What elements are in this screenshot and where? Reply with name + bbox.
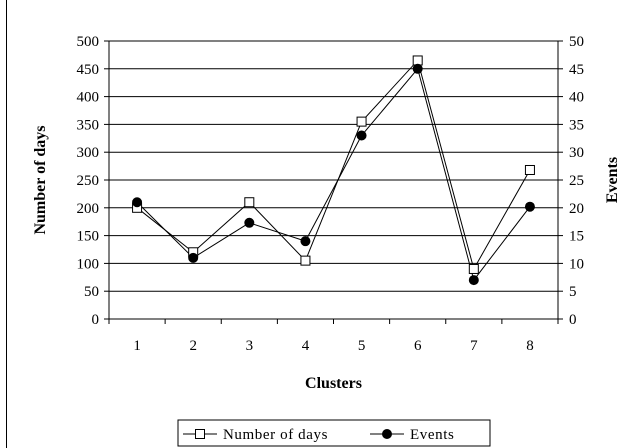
legend-box	[177, 419, 491, 447]
y-right-tick-label: 50	[569, 34, 584, 50]
y-right-tick-label: 10	[569, 256, 584, 272]
legend: Number of days Events	[177, 419, 491, 447]
gridlines	[109, 40, 558, 320]
y-right-tick-label: 5	[569, 284, 577, 300]
series-2-points	[132, 63, 535, 286]
data-point	[356, 116, 367, 127]
y-left-tick-label: 450	[77, 62, 100, 78]
axes: 0501001502002503003504004505000510152025…	[77, 34, 585, 354]
y-right-tick-label: 0	[569, 312, 577, 328]
series-2	[136, 67, 531, 282]
data-point	[244, 217, 255, 228]
data-point	[356, 130, 367, 141]
y-left-tick-label: 150	[77, 229, 100, 245]
legend-marker	[382, 429, 392, 439]
y-axis-right-label: Events	[604, 157, 621, 203]
y-left-tick-label: 400	[77, 90, 100, 106]
x-tick-label: 2	[189, 338, 197, 354]
y-left-tick-label: 0	[92, 312, 100, 328]
data-point	[244, 197, 255, 208]
y-right-tick-label: 20	[569, 201, 584, 217]
data-point	[188, 252, 199, 263]
legend-label: Number of days	[223, 427, 328, 443]
x-axis-label: Clusters	[305, 375, 362, 392]
data-point	[300, 236, 311, 247]
y-left-tick-label: 250	[77, 173, 100, 189]
series-line	[136, 67, 531, 282]
data-point	[468, 275, 479, 286]
data-point	[468, 263, 479, 274]
y-left-tick-label: 350	[77, 117, 100, 133]
data-point	[412, 55, 423, 66]
data-point	[524, 164, 535, 175]
y-right-tick-label: 40	[569, 90, 584, 106]
x-tick-label: 1	[133, 338, 141, 354]
data-point	[524, 201, 535, 212]
y-right-tick-label: 45	[569, 62, 584, 78]
y-axis-left-label: Number of days	[32, 125, 49, 234]
data-point	[300, 255, 311, 266]
y-right-tick-label: 25	[569, 173, 584, 189]
series-1-points	[132, 55, 535, 274]
x-tick-label: 4	[302, 338, 310, 354]
series-group	[132, 55, 535, 286]
y-left-tick-label: 50	[84, 284, 99, 300]
y-left-tick-label: 200	[77, 201, 100, 217]
y-right-tick-label: 35	[569, 117, 584, 133]
series-line	[136, 59, 531, 271]
series-1	[136, 59, 531, 271]
y-left-tick-label: 300	[77, 145, 100, 161]
frame-left-border	[6, 0, 7, 448]
y-right-tick-label: 15	[569, 229, 584, 245]
x-tick-label: 3	[246, 338, 254, 354]
legend-label: Events	[410, 427, 454, 443]
y-left-tick-label: 500	[77, 34, 100, 50]
x-tick-label: 8	[526, 338, 534, 354]
legend-marker	[195, 429, 205, 439]
y-right-tick-label: 30	[569, 145, 584, 161]
x-tick-label: 5	[358, 338, 366, 354]
data-point	[412, 63, 423, 74]
y-left-tick-label: 100	[77, 256, 100, 272]
x-tick-label: 6	[414, 338, 422, 354]
data-point	[132, 197, 143, 208]
x-tick-label: 7	[470, 338, 478, 354]
